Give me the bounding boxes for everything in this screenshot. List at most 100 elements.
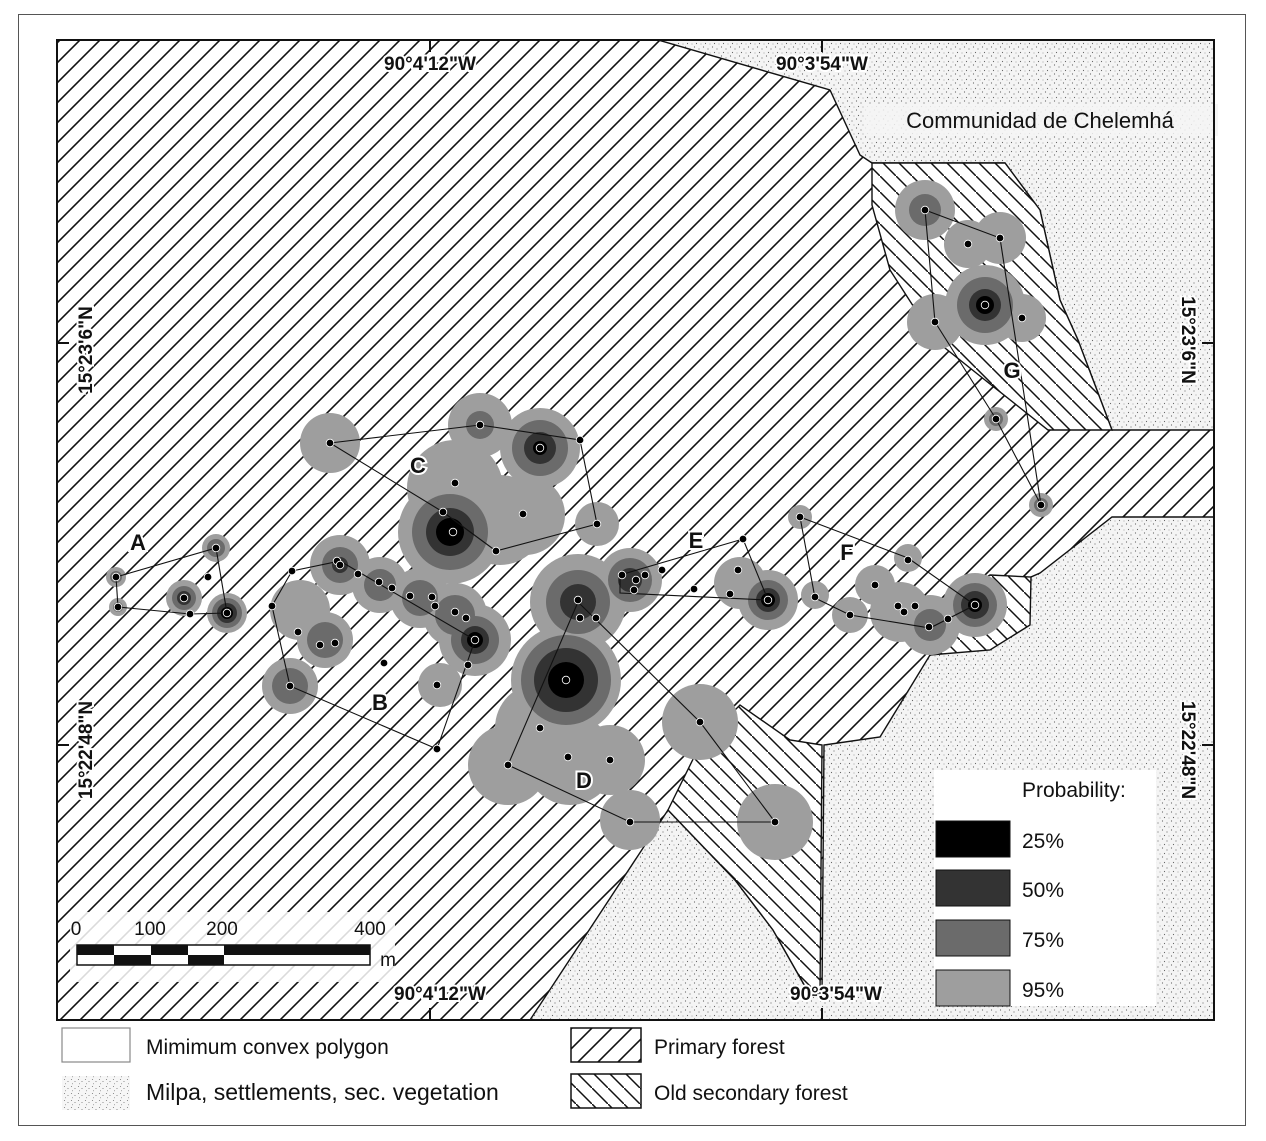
old-secondary-swatch: [570, 1073, 642, 1109]
swatch-25: [935, 820, 1011, 858]
kernel-6-level-1: [307, 622, 343, 658]
graticule-ticks: [57, 40, 1214, 1020]
location-point-70: [920, 205, 930, 215]
location-point-36: [491, 546, 501, 556]
location-point-2: [211, 543, 221, 553]
coord-left-upper: 15°23'6"N: [76, 306, 97, 394]
map-area: 90°4'12"W 90°3'54"W 90°4'12"W 90°3'54"W …: [56, 39, 1218, 1021]
location-point-8: [267, 601, 277, 611]
coord-top-right: 90°3'54"W: [776, 54, 868, 75]
location-point-31: [575, 435, 585, 445]
coord-right-upper: 15°23'6"N: [1177, 296, 1198, 384]
location-point-63: [903, 555, 913, 565]
location-point-56: [733, 565, 743, 575]
location-point-22: [450, 607, 460, 617]
location-point-27: [432, 744, 442, 754]
location-point-43: [503, 760, 513, 770]
swatch-50: [935, 869, 1011, 907]
location-point-62: [870, 580, 880, 590]
location-point-42: [535, 723, 545, 733]
scale-unit: m: [380, 950, 396, 971]
scale-label-200: 200: [206, 919, 238, 940]
location-point-67: [924, 622, 934, 632]
location-point-34: [448, 527, 458, 537]
location-point-57: [738, 534, 748, 544]
location-point-10: [315, 640, 325, 650]
location-point-53: [657, 565, 667, 575]
location-point-25: [463, 660, 473, 670]
legend-primary: Primary forest: [654, 1036, 785, 1059]
location-point-50: [631, 575, 641, 585]
legend-label-25: 25%: [1022, 830, 1064, 853]
coord-right-lower: 15°22'48"N: [1177, 701, 1198, 799]
mcp-swatch: [61, 1027, 131, 1063]
location-point-23: [461, 613, 471, 623]
location-point-66: [910, 601, 920, 611]
primary-forest-swatch: [570, 1027, 642, 1063]
coord-bottom-left: 90°4'12"W: [394, 984, 486, 1005]
scale-bar: 0 100 200 400 m: [70, 912, 396, 982]
coord-top-left: 90°4'12"W: [384, 54, 476, 75]
location-point-65: [899, 607, 909, 617]
swatch-95: [935, 969, 1011, 1007]
location-point-9: [293, 627, 303, 637]
mcp-outline-a: [115, 547, 228, 615]
map-legend: Mimimum convex polygon Milpa, settlement…: [61, 1027, 848, 1110]
place-label: Communidad de Chelemhá: [906, 108, 1175, 133]
location-point-72: [995, 233, 1005, 243]
group-label-a: A: [130, 530, 146, 555]
scale-label-0: 0: [71, 919, 82, 940]
kernel-10-level-1: [402, 580, 438, 616]
location-point-17: [374, 577, 384, 587]
location-point-71: [963, 239, 973, 249]
legend-old-secondary: Old secondary forest: [654, 1082, 848, 1105]
coord-left-lower: 15°22'48"N: [76, 701, 97, 799]
location-point-20: [427, 592, 437, 602]
legend-label-95: 95%: [1022, 979, 1064, 1002]
location-point-24: [470, 635, 480, 645]
swatch-75: [935, 919, 1011, 957]
legend-milpa: Milpa, settlements, sec. vegetation: [146, 1079, 499, 1105]
location-point-26: [432, 680, 442, 690]
location-point-5: [185, 609, 195, 619]
location-point-77: [1036, 500, 1046, 510]
mcp-outline-g: [924, 209, 1042, 506]
location-point-18: [387, 583, 397, 593]
location-point-28: [325, 438, 335, 448]
location-point-74: [930, 317, 940, 327]
location-point-47: [695, 717, 705, 727]
group-label-f: F: [840, 540, 853, 565]
location-points: [111, 205, 1046, 827]
probability-legend: Probability: 25% 50% 75% 95%: [934, 770, 1156, 1007]
location-point-44: [563, 752, 573, 762]
location-point-73: [980, 300, 990, 310]
legend-label-50: 50%: [1022, 879, 1064, 902]
location-point-37: [592, 519, 602, 529]
location-point-13: [379, 658, 389, 668]
location-point-29: [475, 420, 485, 430]
mcp-outline-d: [507, 601, 777, 823]
group-label-c: C: [410, 453, 426, 478]
location-point-19: [405, 591, 415, 601]
location-point-39: [575, 613, 585, 623]
location-point-69: [970, 600, 980, 610]
location-point-11: [330, 638, 340, 648]
location-point-58: [763, 595, 773, 605]
scale-label-100: 100: [134, 919, 166, 940]
location-point-16: [353, 569, 363, 579]
location-point-61: [845, 610, 855, 620]
location-point-75: [1017, 313, 1027, 323]
group-label-d: D: [576, 768, 592, 793]
location-point-6: [222, 608, 232, 618]
location-point-32: [450, 478, 460, 488]
group-label-b: B: [372, 690, 388, 715]
location-point-51: [629, 585, 639, 595]
location-point-21: [430, 601, 440, 611]
kernel-7-level-0: [270, 580, 330, 640]
probability-legend-title: Probability:: [1022, 779, 1126, 802]
location-point-3: [203, 572, 213, 582]
location-point-38: [573, 595, 583, 605]
location-point-49: [617, 570, 627, 580]
location-point-54: [689, 584, 699, 594]
location-point-41: [561, 675, 571, 685]
